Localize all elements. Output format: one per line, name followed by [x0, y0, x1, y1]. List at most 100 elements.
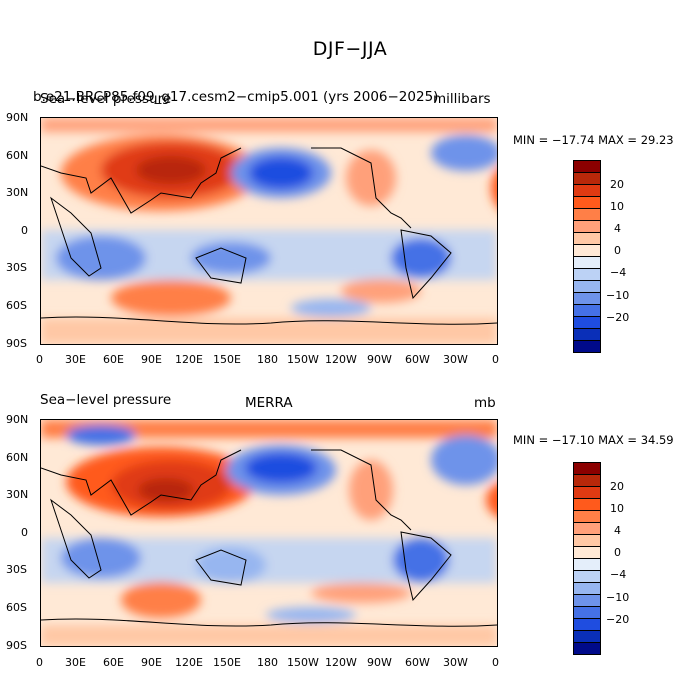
colorbar-label: −4: [610, 266, 627, 279]
lat-tick: 60N: [6, 451, 29, 464]
lon-tick: 0: [492, 656, 499, 669]
lat-tick: 90S: [6, 337, 27, 350]
panel-top-case-label: b.e21.BRCP85.f09_g17.cesm2−cmip5.001 (yr…: [33, 89, 439, 105]
panel-bottom-map: [40, 419, 498, 647]
lat-tick: 30S: [6, 563, 27, 576]
panel-bottom-label-center: MERRA: [245, 395, 293, 411]
colorbar-label: 10: [610, 200, 624, 213]
lon-tick: 90W: [367, 353, 392, 366]
colorbar-swatch: [574, 341, 600, 352]
colorbar-label: 4: [614, 222, 621, 235]
lon-tick: 60E: [103, 353, 124, 366]
lon-tick: 30E: [65, 656, 86, 669]
lon-tick: 150E: [213, 656, 241, 669]
panel-bottom-units: mb: [474, 395, 496, 411]
lat-tick: 30S: [6, 261, 27, 274]
colorbar-swatch: [574, 499, 600, 511]
lon-tick: 90W: [367, 656, 392, 669]
colorbar-swatch: [574, 233, 600, 245]
colorbar-swatch: [574, 583, 600, 595]
lon-tick: 30W: [443, 353, 468, 366]
colorbar-label: −20: [606, 311, 630, 324]
lon-tick: 150W: [287, 353, 319, 366]
panel-bottom-label-left: Sea−level pressure: [40, 392, 172, 408]
colorbar-label: −10: [606, 591, 630, 604]
lat-tick: 30N: [6, 488, 29, 501]
colorbar-swatch: [574, 595, 600, 607]
lon-tick: 120W: [325, 656, 357, 669]
panel-bottom-stats: MIN = −17.10 MAX = 34.59: [513, 433, 674, 447]
colorbar-swatches: [573, 160, 601, 353]
lon-tick: 0: [36, 353, 43, 366]
colorbar-swatch: [574, 257, 600, 269]
colorbar-swatch: [574, 631, 600, 643]
lon-tick: 90E: [141, 353, 162, 366]
colorbar-swatch: [574, 161, 600, 173]
lon-tick: 30E: [65, 353, 86, 366]
lon-tick: 60W: [405, 353, 430, 366]
colorbar-swatch: [574, 185, 600, 197]
lon-tick: 120E: [175, 656, 203, 669]
lon-tick: 30W: [443, 656, 468, 669]
colorbar-label: −20: [606, 613, 630, 626]
panel-top-map-svg: [41, 118, 497, 344]
figure-title: DJF−JJA: [312, 38, 388, 60]
colorbar-swatches: [573, 462, 601, 655]
lat-tick: 60S: [6, 299, 27, 312]
colorbar-label: 10: [610, 502, 624, 515]
colorbar-swatch: [574, 269, 600, 281]
colorbar-swatch: [574, 619, 600, 631]
panel-bottom-colorbar: [573, 462, 601, 655]
lat-tick: 30N: [6, 186, 29, 199]
lon-tick: 0: [492, 353, 499, 366]
colorbar-swatch: [574, 547, 600, 559]
colorbar-swatch: [574, 209, 600, 221]
lon-tick: 90E: [141, 656, 162, 669]
panel-top-colorbar: [573, 160, 601, 353]
colorbar-label: −4: [610, 568, 627, 581]
colorbar-label: 4: [614, 524, 621, 537]
colorbar-swatch: [574, 245, 600, 257]
lat-tick: 0: [21, 224, 28, 237]
lon-tick: 0: [36, 656, 43, 669]
colorbar-label: 20: [610, 480, 624, 493]
colorbar-swatch: [574, 559, 600, 571]
panel-top-label-left: Sea−level pressure: [40, 91, 172, 107]
panel-top-stats: MIN = −17.74 MAX = 29.23: [513, 133, 674, 147]
colorbar-swatch: [574, 293, 600, 305]
colorbar-swatch: [574, 607, 600, 619]
colorbar-swatch: [574, 487, 600, 499]
colorbar-swatch: [574, 571, 600, 583]
colorbar-swatch: [574, 523, 600, 535]
lon-tick: 150E: [213, 353, 241, 366]
lon-tick: 120W: [325, 353, 357, 366]
colorbar-swatch: [574, 281, 600, 293]
colorbar-swatch: [574, 173, 600, 185]
colorbar-label: −10: [606, 289, 630, 302]
panel-top-units: millibars: [433, 91, 491, 107]
lon-tick: 120E: [175, 353, 203, 366]
lat-tick: 90N: [6, 111, 29, 124]
lat-tick: 90N: [6, 413, 29, 426]
lat-tick: 90S: [6, 639, 27, 652]
panel-top-map: [40, 117, 498, 345]
lon-tick: 150W: [287, 656, 319, 669]
colorbar-swatch: [574, 475, 600, 487]
lat-tick: 60S: [6, 601, 27, 614]
colorbar-swatch: [574, 535, 600, 547]
lat-tick: 0: [21, 526, 28, 539]
colorbar-swatch: [574, 197, 600, 209]
colorbar-label: 20: [610, 178, 624, 191]
colorbar-swatch: [574, 329, 600, 341]
lon-tick: 60W: [405, 656, 430, 669]
colorbar-label: 0: [614, 546, 621, 559]
lon-tick: 180: [257, 656, 278, 669]
panel-bottom-map-svg: [41, 420, 497, 646]
lat-tick: 60N: [6, 149, 29, 162]
colorbar-swatch: [574, 305, 600, 317]
colorbar-swatch: [574, 643, 600, 654]
colorbar-swatch: [574, 221, 600, 233]
colorbar-swatch: [574, 511, 600, 523]
colorbar-swatch: [574, 463, 600, 475]
colorbar-label: 0: [614, 244, 621, 257]
